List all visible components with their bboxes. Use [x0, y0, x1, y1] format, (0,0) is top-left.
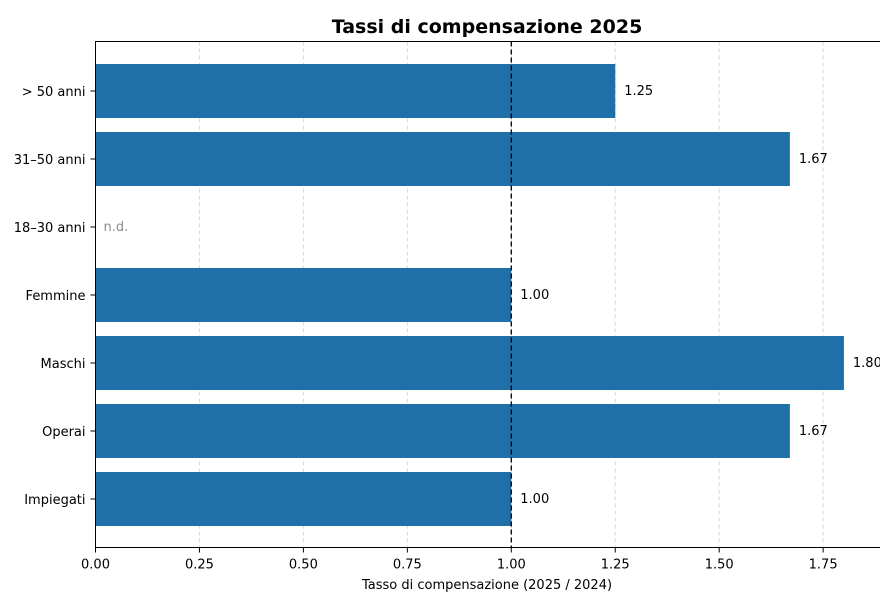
bars: [95, 64, 844, 526]
x-tick-label: 1.00: [497, 558, 526, 573]
y-tick-label: Maschi: [41, 357, 86, 372]
y-tick-label: 31–50 anni: [14, 153, 86, 168]
x-axis: 0.00 0.25 0.50 0.75 1.00 1.25 1.50 1.75: [81, 547, 838, 573]
bar: [95, 336, 844, 390]
bar: [95, 404, 790, 458]
y-tick-label: > 50 anni: [22, 85, 86, 100]
data-labels: 1.25 1.67 n.d. 1.00 1.80 1.67 1.00: [104, 84, 880, 507]
x-tick-label: 0.00: [81, 558, 110, 573]
data-label: 1.67: [799, 424, 828, 439]
x-tick-label: 1.25: [601, 558, 630, 573]
y-tick-label: Impiegati: [24, 493, 85, 508]
data-label: 1.80: [853, 356, 880, 371]
bar: [95, 132, 790, 186]
data-label: 1.00: [520, 288, 549, 303]
y-tick-label: Operai: [42, 425, 85, 440]
bar: [95, 268, 512, 322]
y-tick-label: 18–30 anni: [14, 221, 86, 236]
x-tick-label: 1.50: [705, 558, 734, 573]
x-tick-label: 0.50: [289, 558, 318, 573]
data-label: n.d.: [104, 220, 129, 235]
x-tick-label: 0.25: [185, 558, 214, 573]
data-label: 1.00: [520, 492, 549, 507]
x-axis-label: Tasso di compensazione (2025 / 2024): [361, 578, 612, 592]
data-label: 1.67: [799, 152, 828, 167]
y-axis: > 50 anni 31–50 anni 18–30 anni Femmine Masc…: [14, 85, 96, 508]
data-label: 1.25: [624, 84, 653, 99]
bar: [95, 64, 616, 118]
chart-title: Tassi di compensazione 2025: [332, 16, 643, 38]
x-tick-label: 0.75: [393, 558, 422, 573]
y-tick-label: Femmine: [26, 289, 86, 304]
x-tick-label: 1.75: [809, 558, 838, 573]
bar: [95, 472, 512, 526]
